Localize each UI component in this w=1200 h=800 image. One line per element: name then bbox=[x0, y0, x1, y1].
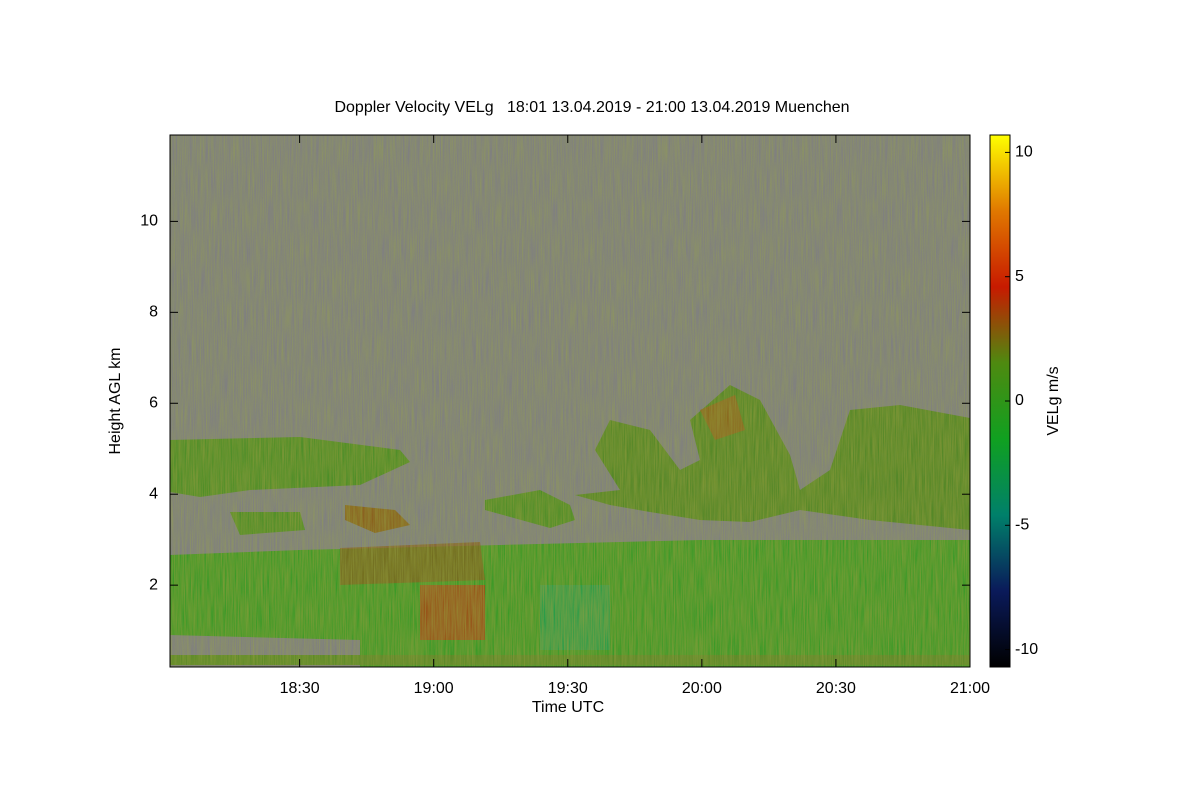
x-tick-label: 20:30 bbox=[816, 680, 856, 697]
colorbar-tick-label: -10 bbox=[1015, 641, 1038, 658]
y-axis-label: Height AGL km bbox=[107, 347, 124, 454]
x-tick-label: 21:00 bbox=[950, 680, 990, 697]
x-tick-label: 18:30 bbox=[280, 680, 320, 697]
colorbar-tick-label: 10 bbox=[1015, 144, 1033, 161]
x-tick-label: 19:00 bbox=[414, 680, 454, 697]
plot-frame bbox=[169, 134, 971, 668]
colorbar-label: VELg m/s bbox=[1045, 366, 1062, 435]
y-tick-label: 10 bbox=[140, 213, 158, 230]
colorbar-tick-label: -5 bbox=[1015, 517, 1029, 534]
chart-title: Doppler Velocity VELg 18:01 13.04.2019 -… bbox=[334, 99, 849, 116]
y-tick-label: 4 bbox=[149, 485, 158, 502]
x-tick-label: 19:30 bbox=[548, 680, 588, 697]
colorbar-tick-label: 5 bbox=[1015, 268, 1024, 285]
x-axis-label: Time UTC bbox=[532, 699, 604, 716]
plot-field bbox=[170, 135, 970, 667]
y-tick-label: 6 bbox=[149, 394, 158, 411]
y-tick-label: 8 bbox=[149, 304, 158, 321]
colorbar-tick-label: 0 bbox=[1015, 392, 1024, 409]
y-tick-label: 2 bbox=[149, 576, 158, 593]
x-tick-label: 20:00 bbox=[682, 680, 722, 697]
